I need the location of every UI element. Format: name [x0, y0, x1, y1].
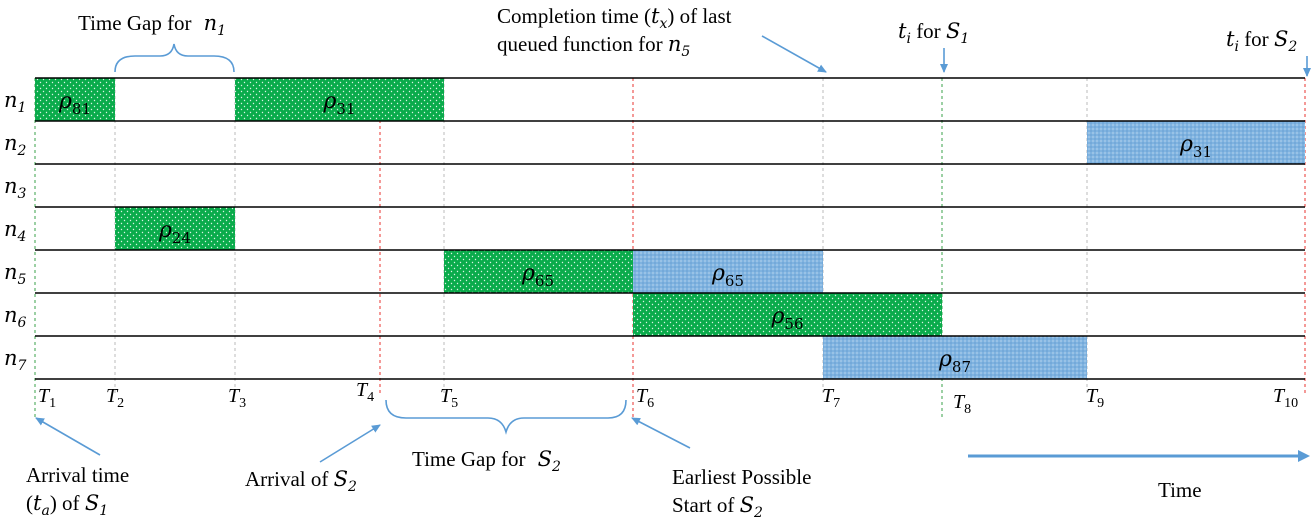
time-axis-arrowhead — [1298, 450, 1310, 462]
arrival-s2-label: Arrival of S2 — [245, 467, 357, 495]
time-label-t10: T10 — [1273, 385, 1298, 411]
task-block-5 — [633, 250, 823, 293]
task-block-6 — [633, 293, 942, 336]
completion-label-line2: queued function for n5 — [497, 32, 690, 60]
task-label-5: ρ65 — [711, 261, 744, 290]
task-label-7: ρ87 — [938, 347, 971, 376]
ti-s2-label: ti for S2 — [1226, 27, 1297, 55]
row-label-n1: n1 — [4, 88, 26, 116]
arrival-s1-line2: (ta) of S1 — [26, 491, 108, 519]
ti-s1-label: ti for S1 — [898, 19, 969, 47]
time-label-t3: T3 — [228, 385, 246, 411]
arrival-s1-arrow — [35, 417, 101, 456]
earliest-line2: Start of S2 — [672, 493, 763, 521]
task-block-0 — [35, 78, 115, 121]
brace-s2 — [385, 399, 627, 435]
time-label-t2: T2 — [106, 385, 124, 411]
time-label-t8: T8 — [953, 391, 971, 417]
task-label-4: ρ65 — [521, 261, 554, 290]
time-label-t6: T6 — [636, 385, 654, 411]
row-label-n4: n4 — [4, 217, 26, 245]
row-labels: n1 n2 n3 n4 n5 n6 n7 — [4, 88, 27, 374]
time-axis-label: Time — [1158, 478, 1202, 502]
row-label-n5: n5 — [4, 260, 27, 288]
earliest-start-arrow — [631, 417, 691, 449]
time-label-t7: T7 — [822, 385, 840, 411]
task-label-6: ρ56 — [770, 304, 803, 333]
row-label-n6: n6 — [4, 303, 27, 331]
row-label-n3: n3 — [4, 174, 27, 202]
row-label-n2: n2 — [4, 131, 27, 159]
task-block-3 — [115, 207, 235, 250]
task-label-0: ρ81 — [58, 89, 91, 118]
task-block-4 — [444, 250, 633, 293]
task-block-2 — [1087, 121, 1305, 164]
task-blocks: ρ81 ρ31 ρ31 ρ24 ρ65 ρ65 ρ56 ρ87 — [35, 78, 1305, 379]
brace-n1 — [114, 43, 235, 73]
time-label-t5: T5 — [440, 385, 458, 411]
task-label-3: ρ24 — [158, 218, 191, 247]
time-gap-n1-label: Time Gap for n1 — [78, 11, 226, 39]
time-gap-s2-label: Time Gap for S2 — [412, 447, 561, 475]
time-label-t9: T9 — [1086, 385, 1104, 411]
arrival-s2-arrow — [319, 424, 381, 463]
time-label-t1: T1 — [38, 385, 56, 411]
earliest-line1: Earliest Possible — [672, 465, 811, 489]
task-label-1: ρ31 — [322, 89, 355, 118]
completion-arrow — [761, 35, 827, 73]
task-block-7 — [823, 336, 1087, 379]
time-labels: T1 T2 T3 T4 T5 T6 T7 T8 T9 T10 — [38, 379, 1298, 417]
row-label-n7: n7 — [4, 346, 27, 374]
row-lines — [35, 77, 1305, 380]
arrival-s1-line1: Arrival time — [26, 463, 129, 487]
task-label-2: ρ31 — [1179, 132, 1212, 161]
completion-label-line1: Completion time (tx) of last — [497, 4, 732, 32]
time-label-t4: T4 — [356, 379, 374, 405]
task-block-1 — [235, 78, 444, 121]
